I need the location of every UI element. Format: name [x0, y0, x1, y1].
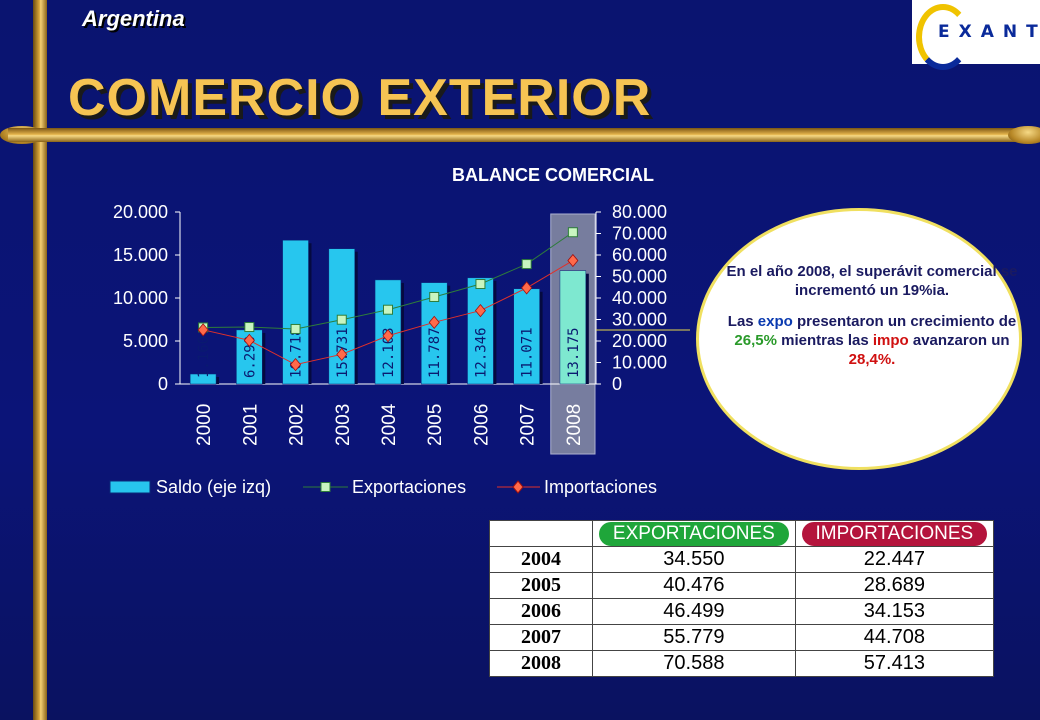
- left-tick-label: 0: [158, 374, 168, 394]
- imports-point: [521, 281, 533, 295]
- row-exp: 55.779: [592, 624, 796, 651]
- right-tick-label: 0: [612, 374, 622, 394]
- legend-exports-marker: [320, 482, 331, 492]
- table-row: 2008 70.588 57.413: [489, 650, 995, 677]
- row-exp: 40.476: [592, 572, 796, 599]
- table-corner: [489, 520, 593, 547]
- note-text: En el año 2008, el superávit comercial s…: [724, 262, 1020, 381]
- x-tick-label: 2004: [379, 403, 400, 446]
- table-row: 2005 40.476 28.689: [489, 572, 995, 599]
- header-exportaciones: EXPORTACIONES: [592, 520, 796, 547]
- bar-data-label: 13.175: [566, 327, 582, 378]
- exports-point: [567, 227, 578, 238]
- bar-saldo: [513, 288, 540, 385]
- right-tick-label: 30.000: [612, 310, 667, 330]
- bar-data-label: 6.290: [242, 336, 258, 378]
- country-label: Argentina: [82, 6, 185, 31]
- imports-point: [197, 323, 209, 337]
- row-imp: 57.413: [794, 650, 995, 677]
- note-bubble: [696, 208, 1022, 470]
- row-year: 2007: [489, 624, 593, 651]
- table-header-row: EXPORTACIONES IMPORTACIONES: [489, 520, 995, 547]
- chart-title: BALANCE COMERCIAL: [452, 165, 654, 185]
- bar-data-label: 11.787: [427, 327, 443, 378]
- exports-point: [521, 259, 532, 270]
- bar-data-label: 16.718: [289, 327, 305, 378]
- exports-point: [383, 304, 393, 315]
- row-exp: 46.499: [592, 598, 796, 625]
- page-title: COMERCIO EXTERIOR: [68, 69, 652, 127]
- x-tick-label: 2000: [194, 404, 215, 446]
- bar-data-label: 11.071: [520, 327, 536, 378]
- imports-point: [290, 358, 302, 372]
- row-year: 2005: [489, 572, 593, 599]
- left-tick-label: 15.000: [113, 245, 168, 265]
- left-gold-bar: [33, 0, 47, 720]
- imports-point: [243, 333, 255, 347]
- right-tick-label: 10.000: [612, 353, 667, 373]
- left-tick-label: 5.000: [123, 331, 168, 351]
- note-paragraph-2: Las expo presentaron un crecimiento de 2…: [727, 313, 1017, 368]
- right-tick-label: 20.000: [612, 331, 667, 351]
- row-imp: 22.447: [794, 546, 995, 573]
- table-row: 2004 34.550 22.447: [489, 546, 995, 573]
- left-tick-label: 20.000: [113, 202, 168, 222]
- exports-point: [475, 279, 486, 290]
- row-exp: 70.588: [592, 650, 796, 677]
- row-exp: 34.550: [592, 546, 796, 573]
- bar-saldo: [189, 373, 217, 385]
- exports-point: [290, 323, 301, 334]
- x-tick-label: 2007: [518, 404, 539, 446]
- right-tick-label: 80.000: [612, 202, 667, 222]
- row-year: 2004: [489, 546, 593, 573]
- x-tick-label: 2008: [564, 404, 585, 446]
- legend-saldo-label: Saldo (eje izq): [156, 477, 271, 497]
- exante-logo: EXANTE: [912, 0, 1040, 70]
- bar-saldo: [559, 270, 587, 385]
- x-tick-label: 2002: [287, 404, 308, 446]
- logo-text: EXANTE: [938, 22, 1040, 42]
- legend-exports-label: Exportaciones: [352, 477, 466, 497]
- row-year: 2008: [489, 650, 593, 677]
- row-imp: 34.153: [794, 598, 995, 625]
- right-tick-label: 50.000: [612, 267, 667, 287]
- bar-data-label: 12.346: [473, 327, 489, 378]
- x-tick-label: 2005: [425, 404, 446, 446]
- imports-point: [428, 315, 440, 329]
- note-paragraph-1: En el año 2008, el superávit comercial s…: [726, 263, 1018, 299]
- table-row: 2007 55.779 44.708: [489, 624, 995, 651]
- x-tick-label: 2006: [471, 404, 492, 446]
- imports-point: [474, 303, 486, 318]
- legend-imports-label: Importaciones: [544, 477, 657, 497]
- row-year: 2006: [489, 598, 593, 625]
- imports-point: [382, 329, 394, 343]
- left-tick-label: 10.000: [113, 288, 168, 308]
- row-imp: 44.708: [794, 624, 995, 651]
- exports-point: [244, 322, 255, 333]
- bar-saldo: [467, 277, 494, 385]
- right-tick-label: 40.000: [612, 288, 667, 308]
- bar-data-label: 1.160: [196, 336, 212, 378]
- x-tick-label: 2001: [240, 404, 261, 446]
- table-row: 2006 46.499 34.153: [489, 598, 995, 625]
- bar-cap-right: [1008, 126, 1040, 144]
- exports-point: [336, 314, 347, 325]
- legend-imports-marker: [512, 480, 524, 494]
- right-tick-label: 70.000: [612, 224, 667, 244]
- imports-point: [567, 253, 579, 268]
- exports-point: [429, 291, 440, 302]
- right-tick-label: 60.000: [612, 245, 667, 265]
- x-tick-label: 2003: [333, 404, 354, 446]
- row-imp: 28.689: [794, 572, 995, 599]
- imports-point: [336, 347, 348, 361]
- bar-data-label: 12.103: [381, 327, 397, 378]
- header-importaciones: IMPORTACIONES: [794, 520, 995, 547]
- header-gold-bar: [8, 128, 1040, 142]
- logo-swirl-icon: [916, 4, 970, 70]
- trade-table: EXPORTACIONES IMPORTACIONES 2004 34.550 22…: [489, 520, 995, 677]
- legend-saldo-swatch: [109, 480, 151, 494]
